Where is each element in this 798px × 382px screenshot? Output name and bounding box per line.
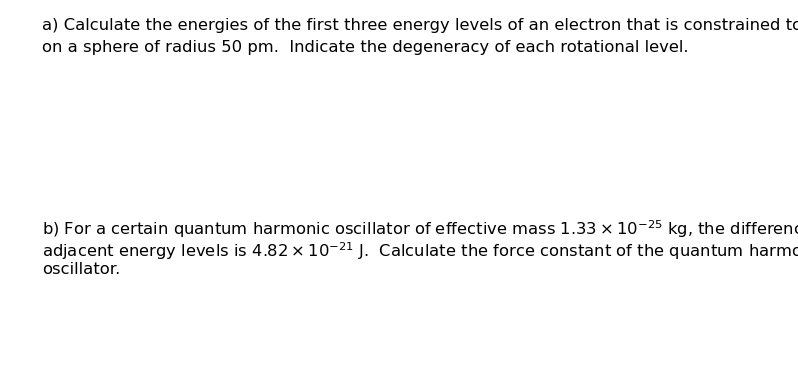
Text: b) For a certain quantum harmonic oscillator of effective mass $1.33 \times 10^{: b) For a certain quantum harmonic oscill… [42,218,798,240]
Text: adjacent energy levels is $4.82 \times 10^{-21}$ J.  Calculate the force constan: adjacent energy levels is $4.82 \times 1… [42,240,798,262]
Text: on a sphere of radius 50 pm.  Indicate the degeneracy of each rotational level.: on a sphere of radius 50 pm. Indicate th… [42,40,689,55]
Text: a) Calculate the energies of the first three energy levels of an electron that i: a) Calculate the energies of the first t… [42,18,798,33]
Text: oscillator.: oscillator. [42,262,120,277]
